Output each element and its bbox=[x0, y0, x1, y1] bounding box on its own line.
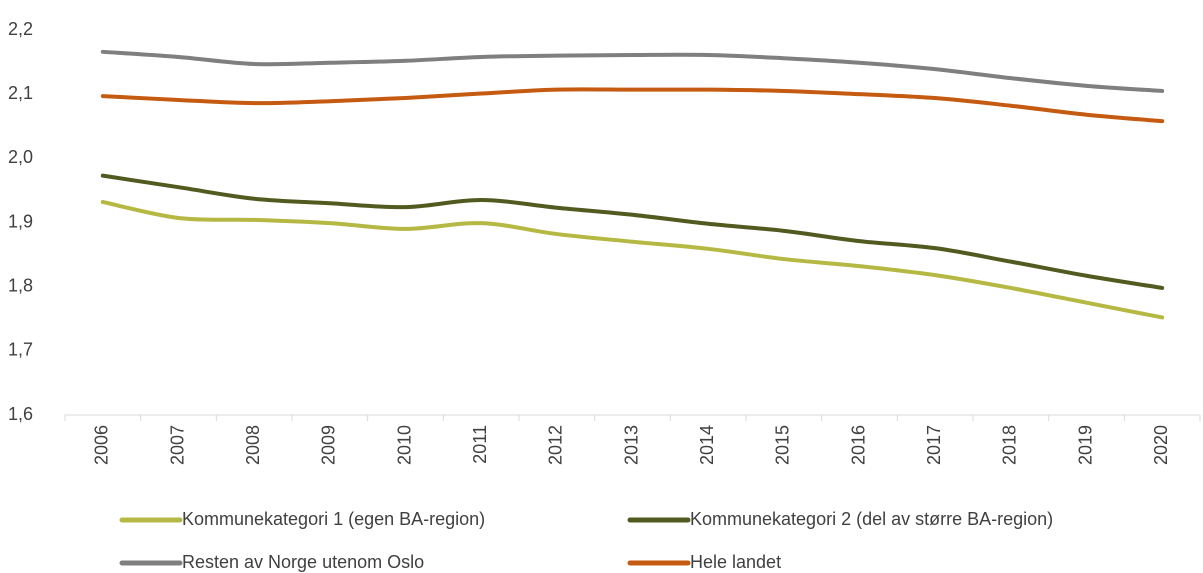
x-tick-label: 2012 bbox=[546, 425, 566, 465]
x-tick-label: 2016 bbox=[848, 425, 868, 465]
x-tick-label: 2008 bbox=[243, 425, 263, 465]
line bbox=[100, 87, 1165, 124]
y-tick-label: 1,7 bbox=[8, 340, 33, 360]
y-tick-label: 2,2 bbox=[8, 19, 33, 39]
legend-label: Hele landet bbox=[690, 552, 781, 572]
legend-label: Kommunekategori 2 (del av større BA-regi… bbox=[690, 509, 1053, 529]
y-tick-label: 1,8 bbox=[8, 275, 33, 295]
x-tick-label: 2020 bbox=[1151, 425, 1171, 465]
y-tick-label: 2,1 bbox=[8, 83, 33, 103]
y-tick-label: 1,9 bbox=[8, 211, 33, 231]
x-tick-label: 2014 bbox=[697, 425, 717, 465]
y-tick-label: 2,0 bbox=[8, 147, 33, 167]
x-tick-label: 2006 bbox=[92, 425, 112, 465]
x-tick-label: 2019 bbox=[1075, 425, 1095, 465]
x-tick-label: 2015 bbox=[773, 425, 793, 465]
x-tick-label: 2017 bbox=[924, 425, 944, 465]
legend-label: Kommunekategori 1 (egen BA-region) bbox=[182, 509, 485, 529]
line bbox=[100, 199, 1165, 320]
legend-label: Resten av Norge utenom Oslo bbox=[182, 552, 424, 572]
x-tick-label: 2018 bbox=[1000, 425, 1020, 465]
x-tick-label: 2009 bbox=[319, 425, 339, 465]
x-tick-label: 2010 bbox=[394, 425, 414, 465]
x-tick-label: 2011 bbox=[470, 425, 490, 464]
line bbox=[100, 49, 1165, 93]
x-tick-label: 2007 bbox=[167, 425, 187, 465]
line bbox=[100, 173, 1165, 290]
y-tick-label: 1,6 bbox=[8, 404, 33, 424]
x-tick-label: 2013 bbox=[621, 425, 641, 465]
